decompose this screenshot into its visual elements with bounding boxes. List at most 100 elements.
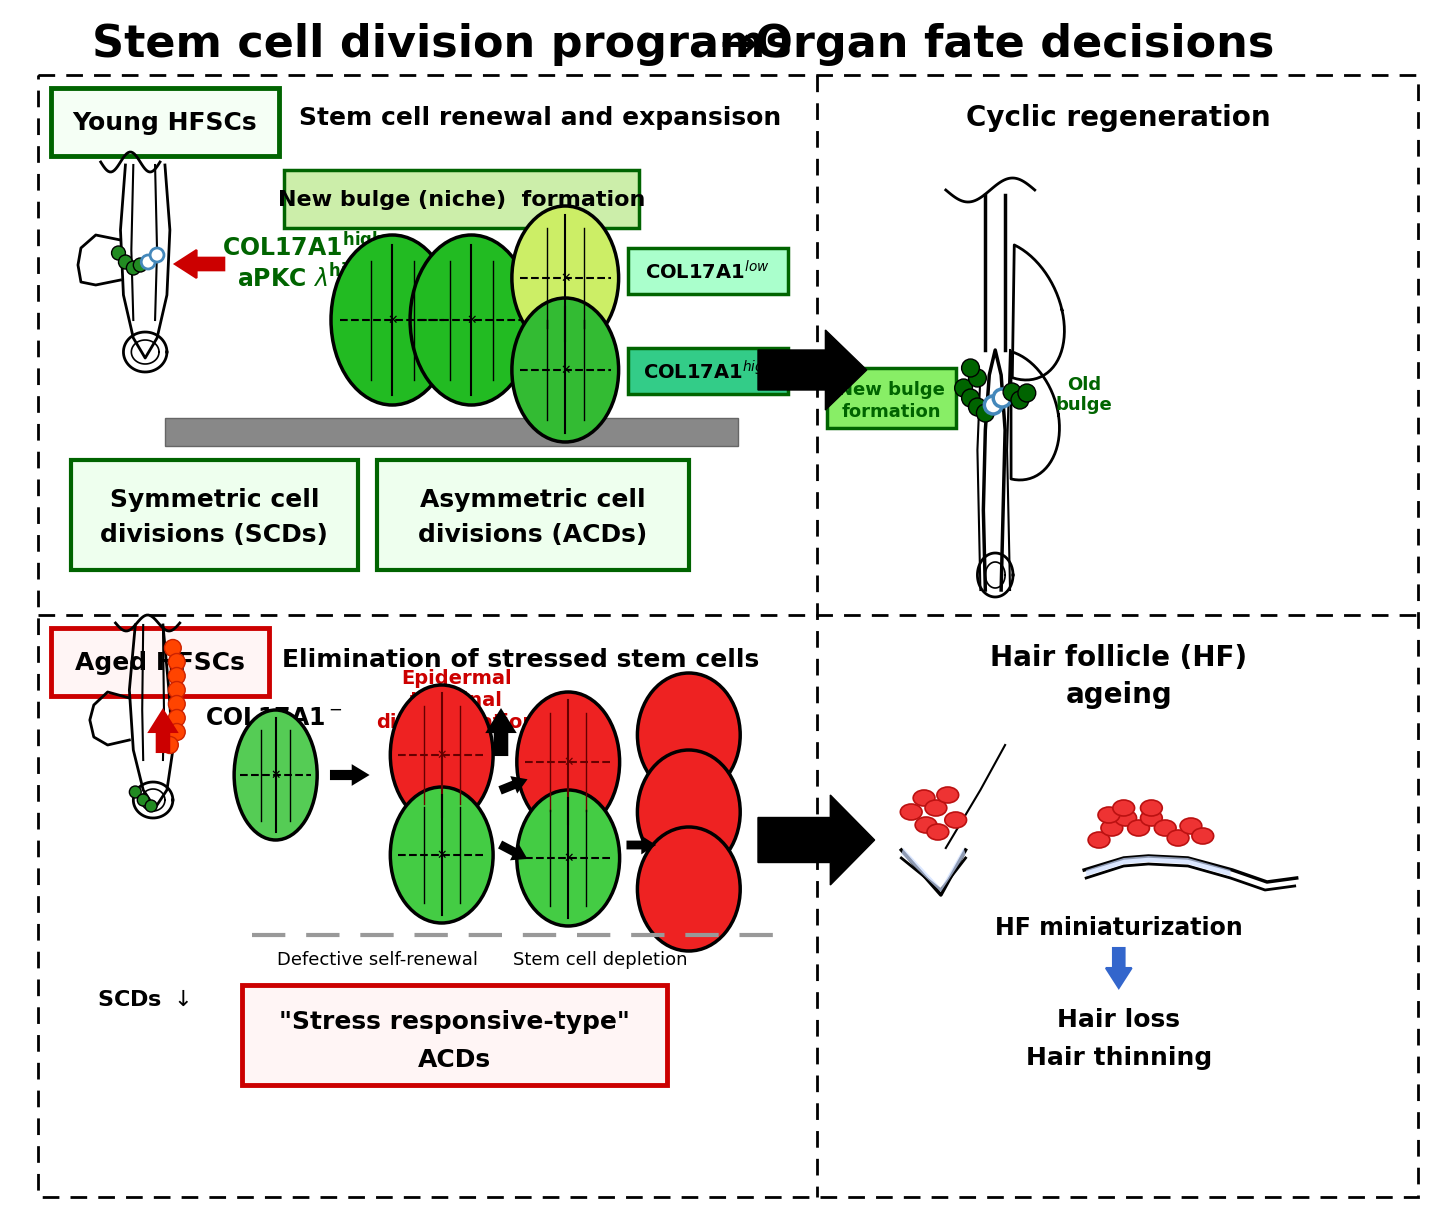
FancyArrow shape (628, 837, 654, 853)
Text: Symmetric cell: Symmetric cell (109, 488, 320, 512)
Text: Hair thinning: Hair thinning (1025, 1046, 1212, 1070)
Text: divisions (ACDs): divisions (ACDs) (418, 523, 647, 547)
Bar (71, 459, 357, 569)
Polygon shape (757, 330, 867, 411)
Polygon shape (1086, 855, 1230, 876)
Ellipse shape (1179, 818, 1202, 833)
Circle shape (168, 667, 186, 684)
Ellipse shape (924, 800, 946, 816)
Circle shape (161, 737, 179, 754)
Text: ageing: ageing (1066, 681, 1172, 709)
Text: New bulge: New bulge (838, 381, 945, 400)
Circle shape (168, 682, 186, 699)
Text: Epidermal
terminal
differentiation: Epidermal terminal differentiation (376, 668, 537, 732)
Circle shape (168, 723, 186, 741)
FancyArrow shape (150, 710, 177, 752)
Text: →: → (720, 23, 757, 66)
Ellipse shape (390, 787, 492, 923)
Text: Defective self-renewal: Defective self-renewal (276, 951, 478, 969)
FancyArrow shape (331, 766, 367, 785)
Text: COL17A1$^{high}$: COL17A1$^{high}$ (642, 360, 773, 384)
Text: ✕: ✕ (563, 755, 573, 769)
Ellipse shape (511, 207, 619, 349)
Bar (628, 248, 788, 295)
Circle shape (164, 639, 181, 656)
Ellipse shape (1140, 800, 1162, 816)
Text: ✕: ✕ (560, 271, 570, 285)
Text: ACDs: ACDs (418, 1048, 491, 1072)
FancyArrow shape (487, 710, 516, 755)
Circle shape (141, 255, 156, 269)
Text: Hair loss: Hair loss (1057, 1008, 1181, 1033)
Bar (377, 459, 688, 569)
Text: Hair follicle (HF): Hair follicle (HF) (991, 644, 1247, 672)
Circle shape (1011, 391, 1028, 409)
Bar (628, 348, 788, 393)
Text: Stem cell depletion: Stem cell depletion (513, 951, 687, 969)
Ellipse shape (1115, 810, 1136, 826)
Circle shape (127, 262, 140, 275)
Bar (52, 88, 278, 156)
Ellipse shape (1089, 832, 1110, 848)
Text: aPKC $\lambda$$^\mathbf{high}$: aPKC $\lambda$$^\mathbf{high}$ (236, 264, 370, 292)
FancyArrow shape (500, 777, 526, 793)
Ellipse shape (1168, 830, 1189, 846)
Circle shape (134, 258, 147, 273)
Circle shape (137, 794, 150, 807)
Ellipse shape (927, 824, 949, 840)
Ellipse shape (235, 710, 317, 840)
Text: Young HFSCs: Young HFSCs (72, 111, 258, 134)
Text: Elimination of stressed stem cells: Elimination of stressed stem cells (282, 648, 759, 672)
Ellipse shape (638, 750, 740, 874)
Text: ✕: ✕ (387, 314, 397, 326)
Text: ✕: ✕ (436, 848, 446, 862)
Ellipse shape (517, 692, 619, 832)
Text: ✕: ✕ (560, 363, 570, 376)
Bar (166, 418, 739, 446)
Text: Stem cell division programs: Stem cell division programs (92, 23, 792, 66)
Ellipse shape (937, 787, 959, 803)
Circle shape (962, 389, 979, 407)
Text: ✕: ✕ (467, 314, 477, 326)
Text: HF miniaturization: HF miniaturization (995, 916, 1243, 940)
Circle shape (994, 389, 1011, 407)
Circle shape (118, 255, 132, 269)
Text: New bulge (niche)  formation: New bulge (niche) formation (278, 189, 645, 210)
Ellipse shape (1128, 820, 1149, 836)
Ellipse shape (1192, 829, 1214, 844)
Ellipse shape (1155, 820, 1176, 836)
Bar (827, 368, 956, 428)
Ellipse shape (900, 804, 922, 820)
Ellipse shape (410, 235, 533, 404)
Ellipse shape (638, 673, 740, 797)
Polygon shape (901, 848, 966, 892)
Text: COL17A1$^\mathbf{high}$: COL17A1$^\mathbf{high}$ (222, 232, 384, 262)
Text: "Stress responsive-type": "Stress responsive-type" (279, 1011, 629, 1034)
Ellipse shape (916, 818, 937, 833)
Circle shape (1004, 382, 1021, 401)
FancyArrow shape (1106, 948, 1132, 989)
Circle shape (168, 695, 186, 712)
Circle shape (955, 379, 972, 397)
Bar (242, 985, 667, 1085)
Ellipse shape (1102, 820, 1123, 836)
Text: Stem cell renewal and expansison: Stem cell renewal and expansison (300, 106, 782, 130)
Text: ✕: ✕ (436, 749, 446, 761)
FancyArrow shape (174, 251, 225, 277)
Text: Aged HFSCs: Aged HFSCs (75, 651, 245, 675)
Ellipse shape (390, 686, 492, 825)
Bar (52, 628, 269, 697)
Text: divisions (SCDs): divisions (SCDs) (101, 523, 328, 547)
Ellipse shape (331, 235, 454, 404)
Circle shape (969, 398, 986, 415)
Circle shape (976, 404, 994, 422)
Circle shape (985, 396, 1002, 414)
Circle shape (130, 786, 141, 798)
Ellipse shape (638, 827, 740, 951)
Bar (284, 170, 639, 229)
Circle shape (168, 654, 186, 671)
Text: Cyclic regeneration: Cyclic regeneration (966, 104, 1272, 132)
Ellipse shape (1140, 810, 1162, 826)
Text: ✕: ✕ (271, 769, 281, 782)
Ellipse shape (913, 789, 935, 807)
